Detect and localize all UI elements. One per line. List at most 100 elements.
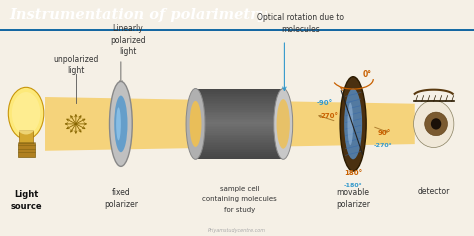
Text: polarized: polarized	[110, 36, 146, 45]
Bar	[195, 158, 283, 159]
Ellipse shape	[413, 100, 454, 148]
Bar	[0, 29, 474, 30]
Bar	[0, 29, 474, 30]
Ellipse shape	[347, 103, 353, 145]
Bar	[195, 99, 283, 101]
Bar	[0, 30, 474, 31]
Text: sample cell: sample cell	[219, 186, 259, 192]
Bar	[0, 29, 474, 30]
Text: light: light	[67, 66, 84, 75]
Text: containing molecules: containing molecules	[202, 196, 277, 202]
Bar	[195, 127, 283, 129]
Bar	[195, 101, 283, 103]
Ellipse shape	[109, 81, 132, 166]
Text: for study: for study	[224, 207, 255, 213]
Bar	[195, 113, 283, 115]
Bar	[0, 29, 474, 30]
Ellipse shape	[12, 92, 40, 135]
Text: fixed: fixed	[111, 188, 130, 197]
Text: -180°: -180°	[344, 183, 363, 188]
Bar	[195, 149, 283, 151]
Ellipse shape	[9, 87, 44, 139]
Ellipse shape	[431, 118, 441, 130]
Bar	[195, 118, 283, 120]
Bar	[195, 115, 283, 117]
Bar	[195, 142, 283, 143]
Bar	[0, 29, 474, 30]
Bar	[19, 130, 33, 144]
Ellipse shape	[277, 99, 290, 149]
Bar	[195, 124, 283, 126]
Bar	[195, 122, 283, 124]
Bar	[195, 131, 283, 133]
Bar	[0, 29, 474, 30]
Bar	[195, 112, 283, 113]
Bar	[195, 143, 283, 145]
Bar	[195, 120, 283, 122]
Bar	[195, 140, 283, 142]
Bar	[195, 106, 283, 108]
Bar	[0, 29, 474, 30]
Bar	[0, 30, 474, 31]
Ellipse shape	[340, 77, 366, 171]
Text: -270°: -270°	[374, 143, 392, 148]
Bar	[0, 30, 474, 31]
Text: -90°: -90°	[317, 100, 333, 106]
Text: light: light	[119, 47, 137, 56]
Bar	[195, 90, 283, 92]
Ellipse shape	[190, 101, 201, 147]
Bar	[0, 29, 474, 30]
Bar	[0, 29, 474, 30]
Bar	[195, 135, 283, 136]
Text: Linearly: Linearly	[113, 24, 143, 33]
Bar	[0, 29, 474, 30]
Text: 90°: 90°	[377, 130, 391, 136]
Bar	[195, 147, 283, 149]
Bar	[0, 29, 474, 30]
Bar	[18, 143, 35, 157]
Text: source: source	[10, 202, 42, 211]
Text: polarizer: polarizer	[336, 200, 370, 209]
Ellipse shape	[344, 88, 362, 159]
Bar	[0, 29, 474, 30]
Bar	[195, 105, 283, 106]
Ellipse shape	[425, 112, 447, 136]
Bar	[195, 145, 283, 147]
Bar	[195, 126, 283, 127]
Ellipse shape	[274, 88, 293, 159]
Bar	[195, 138, 283, 140]
Bar	[195, 103, 283, 105]
Text: movable: movable	[337, 188, 370, 197]
Ellipse shape	[114, 96, 128, 152]
Text: molecules: molecules	[282, 25, 320, 34]
Text: 0°: 0°	[363, 70, 372, 79]
Bar	[195, 108, 283, 110]
Text: Optical rotation due to: Optical rotation due to	[257, 13, 345, 22]
Text: 180°: 180°	[344, 170, 362, 177]
Text: Light: Light	[14, 190, 38, 199]
Text: Instrumentation of polarimetry: Instrumentation of polarimetry	[9, 8, 267, 22]
Bar	[195, 94, 283, 96]
Bar	[0, 29, 474, 30]
Bar	[195, 129, 283, 131]
Bar	[195, 92, 283, 94]
Bar	[0, 29, 474, 30]
Text: polarizer: polarizer	[104, 200, 138, 209]
Bar	[0, 29, 474, 30]
Bar	[0, 29, 474, 30]
Bar	[195, 97, 283, 99]
Bar	[195, 156, 283, 158]
Bar	[0, 29, 474, 30]
Bar	[0, 29, 474, 30]
Bar	[195, 110, 283, 112]
Bar	[195, 136, 283, 138]
Bar	[195, 152, 283, 154]
Text: detector: detector	[418, 187, 450, 196]
Bar	[0, 29, 474, 30]
Text: unpolarized: unpolarized	[53, 55, 99, 63]
Text: Priyamstudycentre.com: Priyamstudycentre.com	[208, 228, 266, 233]
Bar	[195, 96, 283, 97]
Bar	[0, 29, 474, 30]
Bar	[0, 29, 474, 30]
Text: 270°: 270°	[320, 113, 338, 119]
